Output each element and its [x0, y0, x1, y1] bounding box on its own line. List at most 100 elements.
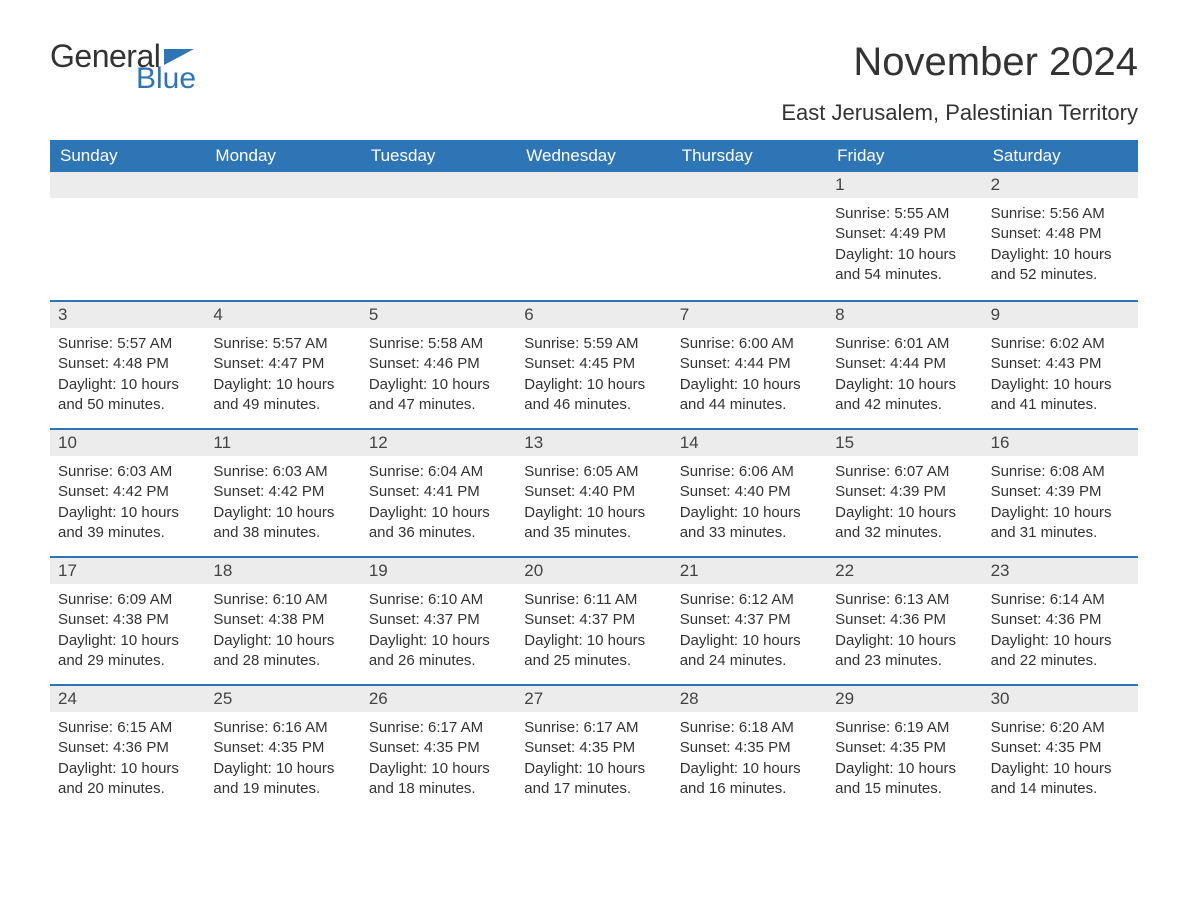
sunset-text: Sunset: 4:46 PM [369, 354, 508, 374]
day-number: 28 [672, 684, 827, 712]
calendar-cell: 28Sunrise: 6:18 AMSunset: 4:35 PMDayligh… [672, 684, 827, 812]
sunset-text: Sunset: 4:44 PM [835, 354, 974, 374]
sunset-text: Sunset: 4:47 PM [213, 354, 352, 374]
calendar-cell: 29Sunrise: 6:19 AMSunset: 4:35 PMDayligh… [827, 684, 982, 812]
day-number: 5 [361, 300, 516, 328]
day-number: 30 [983, 684, 1138, 712]
calendar-cell: 18Sunrise: 6:10 AMSunset: 4:38 PMDayligh… [205, 556, 360, 684]
sunrise-text: Sunrise: 6:05 AM [524, 462, 663, 482]
sunrise-text: Sunrise: 6:20 AM [991, 718, 1130, 738]
calendar-cell: 11Sunrise: 6:03 AMSunset: 4:42 PMDayligh… [205, 428, 360, 556]
day-details: Sunrise: 6:06 AMSunset: 4:40 PMDaylight:… [672, 456, 827, 543]
day-number: 1 [827, 172, 982, 198]
calendar-cell [516, 172, 671, 300]
day-details: Sunrise: 6:19 AMSunset: 4:35 PMDaylight:… [827, 712, 982, 799]
day-details: Sunrise: 6:17 AMSunset: 4:35 PMDaylight:… [516, 712, 671, 799]
daylight-text: Daylight: 10 hours and 28 minutes. [213, 631, 352, 672]
day-details: Sunrise: 6:20 AMSunset: 4:35 PMDaylight:… [983, 712, 1138, 799]
day-details: Sunrise: 6:11 AMSunset: 4:37 PMDaylight:… [516, 584, 671, 671]
day-number: 21 [672, 556, 827, 584]
day-number: 24 [50, 684, 205, 712]
calendar-cell: 26Sunrise: 6:17 AMSunset: 4:35 PMDayligh… [361, 684, 516, 812]
day-details: Sunrise: 6:13 AMSunset: 4:36 PMDaylight:… [827, 584, 982, 671]
daylight-text: Daylight: 10 hours and 26 minutes. [369, 631, 508, 672]
calendar-cell [672, 172, 827, 300]
daylight-text: Daylight: 10 hours and 15 minutes. [835, 759, 974, 800]
day-details: Sunrise: 6:10 AMSunset: 4:37 PMDaylight:… [361, 584, 516, 671]
daylight-text: Daylight: 10 hours and 50 minutes. [58, 375, 197, 416]
sunrise-text: Sunrise: 6:18 AM [680, 718, 819, 738]
day-details: Sunrise: 6:01 AMSunset: 4:44 PMDaylight:… [827, 328, 982, 415]
day-number: 20 [516, 556, 671, 584]
day-number: 7 [672, 300, 827, 328]
day-details: Sunrise: 5:58 AMSunset: 4:46 PMDaylight:… [361, 328, 516, 415]
day-details: Sunrise: 6:07 AMSunset: 4:39 PMDaylight:… [827, 456, 982, 543]
day-details: Sunrise: 6:16 AMSunset: 4:35 PMDaylight:… [205, 712, 360, 799]
day-details: Sunrise: 6:17 AMSunset: 4:35 PMDaylight:… [361, 712, 516, 799]
sunrise-text: Sunrise: 6:12 AM [680, 590, 819, 610]
calendar-cell: 12Sunrise: 6:04 AMSunset: 4:41 PMDayligh… [361, 428, 516, 556]
calendar-cell [205, 172, 360, 300]
daylight-text: Daylight: 10 hours and 52 minutes. [991, 245, 1130, 286]
sunset-text: Sunset: 4:42 PM [58, 482, 197, 502]
daylight-text: Daylight: 10 hours and 49 minutes. [213, 375, 352, 416]
sunset-text: Sunset: 4:36 PM [58, 738, 197, 758]
day-number: 27 [516, 684, 671, 712]
sunset-text: Sunset: 4:38 PM [213, 610, 352, 630]
day-details: Sunrise: 6:15 AMSunset: 4:36 PMDaylight:… [50, 712, 205, 799]
day-number: 13 [516, 428, 671, 456]
calendar-cell: 25Sunrise: 6:16 AMSunset: 4:35 PMDayligh… [205, 684, 360, 812]
sunrise-text: Sunrise: 6:07 AM [835, 462, 974, 482]
day-number: 23 [983, 556, 1138, 584]
calendar-cell: 15Sunrise: 6:07 AMSunset: 4:39 PMDayligh… [827, 428, 982, 556]
daylight-text: Daylight: 10 hours and 47 minutes. [369, 375, 508, 416]
sunrise-text: Sunrise: 6:03 AM [213, 462, 352, 482]
calendar-cell: 22Sunrise: 6:13 AMSunset: 4:36 PMDayligh… [827, 556, 982, 684]
daylight-text: Daylight: 10 hours and 46 minutes. [524, 375, 663, 416]
day-number: 16 [983, 428, 1138, 456]
calendar-cell: 21Sunrise: 6:12 AMSunset: 4:37 PMDayligh… [672, 556, 827, 684]
sunrise-text: Sunrise: 6:00 AM [680, 334, 819, 354]
daylight-text: Daylight: 10 hours and 17 minutes. [524, 759, 663, 800]
sunset-text: Sunset: 4:35 PM [524, 738, 663, 758]
sunrise-text: Sunrise: 5:56 AM [991, 204, 1130, 224]
daylight-text: Daylight: 10 hours and 38 minutes. [213, 503, 352, 544]
daylight-text: Daylight: 10 hours and 33 minutes. [680, 503, 819, 544]
sunrise-text: Sunrise: 6:16 AM [213, 718, 352, 738]
day-number: 9 [983, 300, 1138, 328]
daylight-text: Daylight: 10 hours and 16 minutes. [680, 759, 819, 800]
day-details: Sunrise: 6:00 AMSunset: 4:44 PMDaylight:… [672, 328, 827, 415]
sunset-text: Sunset: 4:35 PM [991, 738, 1130, 758]
day-number: 6 [516, 300, 671, 328]
daylight-text: Daylight: 10 hours and 32 minutes. [835, 503, 974, 544]
calendar-cell: 27Sunrise: 6:17 AMSunset: 4:35 PMDayligh… [516, 684, 671, 812]
sunset-text: Sunset: 4:35 PM [213, 738, 352, 758]
day-number: 15 [827, 428, 982, 456]
calendar-cell: 30Sunrise: 6:20 AMSunset: 4:35 PMDayligh… [983, 684, 1138, 812]
sunset-text: Sunset: 4:40 PM [680, 482, 819, 502]
brand-word-2: Blue [136, 64, 196, 94]
daylight-text: Daylight: 10 hours and 42 minutes. [835, 375, 974, 416]
sunrise-text: Sunrise: 5:58 AM [369, 334, 508, 354]
day-number: 11 [205, 428, 360, 456]
sunset-text: Sunset: 4:48 PM [58, 354, 197, 374]
day-number: 14 [672, 428, 827, 456]
calendar-cell: 6Sunrise: 5:59 AMSunset: 4:45 PMDaylight… [516, 300, 671, 428]
sunrise-text: Sunrise: 5:55 AM [835, 204, 974, 224]
daylight-text: Daylight: 10 hours and 22 minutes. [991, 631, 1130, 672]
day-header: Wednesday [516, 140, 671, 172]
sunrise-text: Sunrise: 6:06 AM [680, 462, 819, 482]
day-number: 22 [827, 556, 982, 584]
calendar-cell: 1Sunrise: 5:55 AMSunset: 4:49 PMDaylight… [827, 172, 982, 300]
sunset-text: Sunset: 4:49 PM [835, 224, 974, 244]
day-number: 17 [50, 556, 205, 584]
calendar-cell: 9Sunrise: 6:02 AMSunset: 4:43 PMDaylight… [983, 300, 1138, 428]
sunset-text: Sunset: 4:41 PM [369, 482, 508, 502]
day-number: 26 [361, 684, 516, 712]
sunset-text: Sunset: 4:35 PM [369, 738, 508, 758]
daylight-text: Daylight: 10 hours and 35 minutes. [524, 503, 663, 544]
day-details: Sunrise: 6:14 AMSunset: 4:36 PMDaylight:… [983, 584, 1138, 671]
sunrise-text: Sunrise: 6:17 AM [524, 718, 663, 738]
sunrise-text: Sunrise: 6:03 AM [58, 462, 197, 482]
daylight-text: Daylight: 10 hours and 39 minutes. [58, 503, 197, 544]
